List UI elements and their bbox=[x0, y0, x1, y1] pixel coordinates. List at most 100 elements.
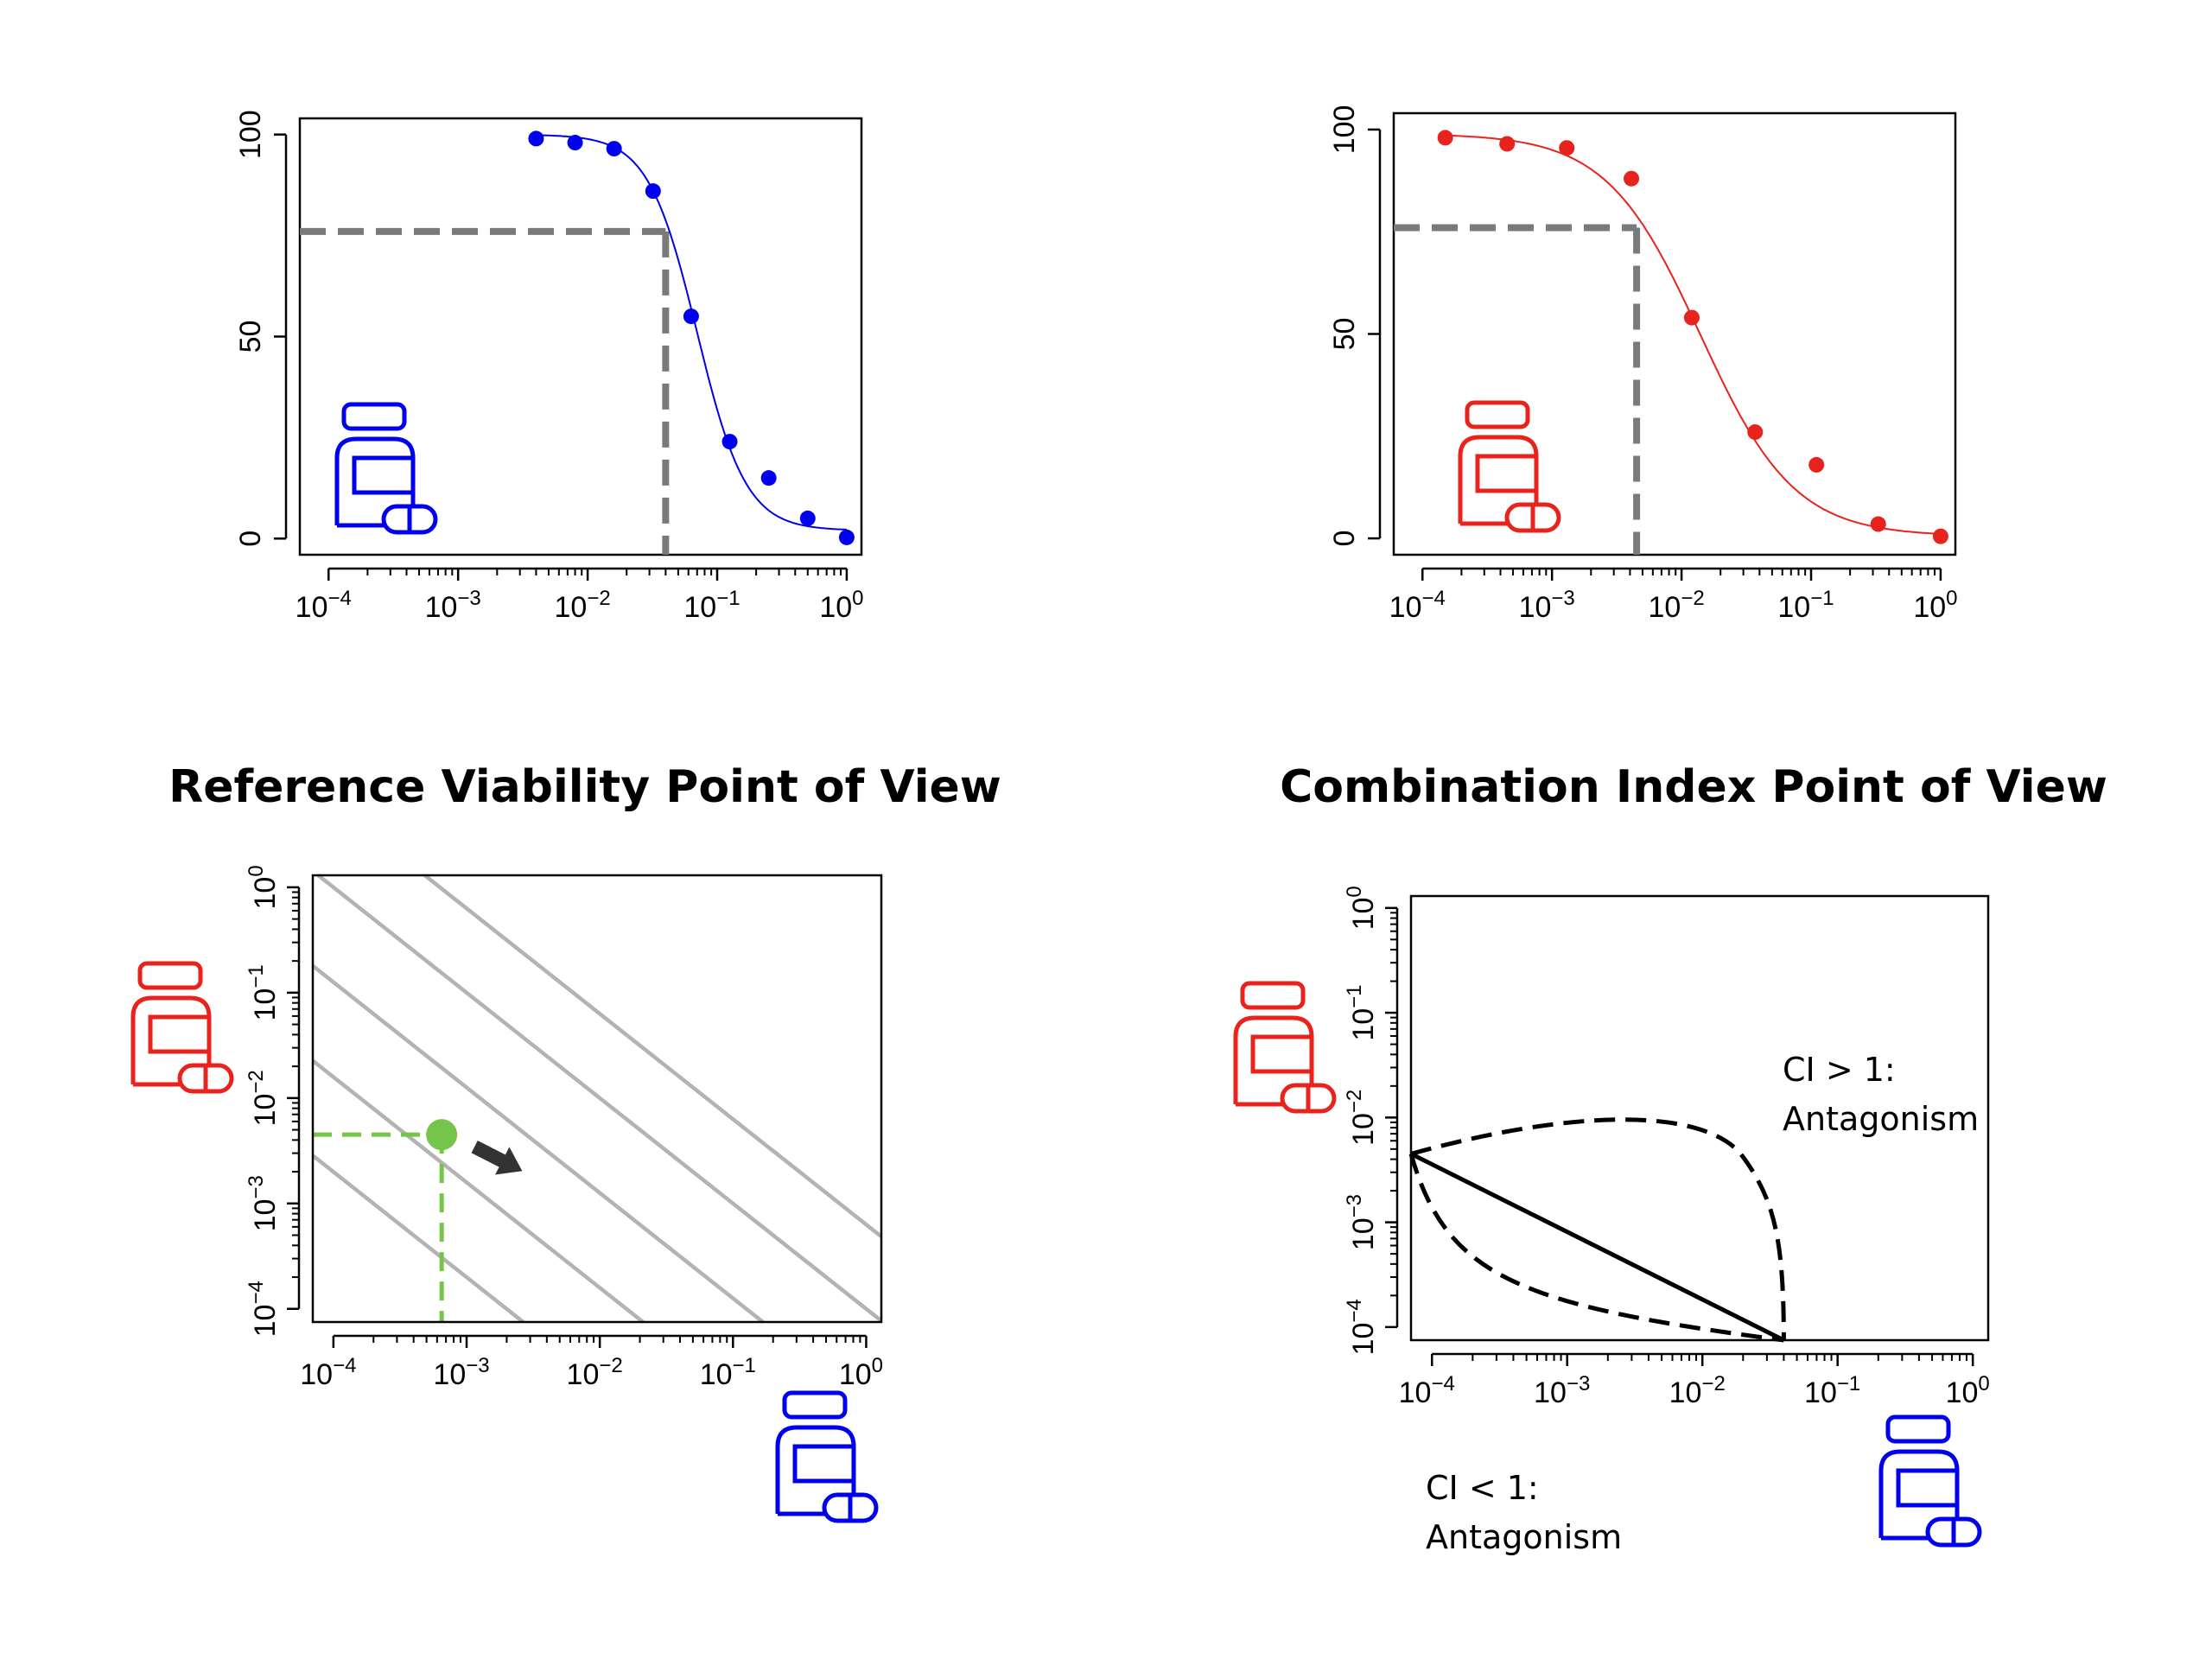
tick-label: 100 bbox=[1946, 1372, 1990, 1409]
tick-label: 10−2 bbox=[1648, 587, 1704, 624]
tick-label: 10−3 bbox=[425, 587, 481, 624]
data-point bbox=[683, 308, 699, 325]
data-points bbox=[528, 130, 855, 545]
data-point bbox=[1624, 170, 1640, 187]
tick-label: 10−4 bbox=[300, 1354, 356, 1391]
tick-label: 10−4 bbox=[1399, 1372, 1455, 1409]
tick-label: 10−2 bbox=[1669, 1372, 1726, 1409]
tick-label: 10−2 bbox=[1343, 1090, 1380, 1146]
y-axis: 10−4 10−3 10−2 10−1 100 bbox=[245, 865, 301, 1337]
tick-label: 10−3 bbox=[433, 1354, 489, 1391]
tick-label: 10−4 bbox=[1389, 587, 1446, 624]
data-point bbox=[1870, 516, 1886, 532]
pill-bottle-icon bbox=[778, 1393, 876, 1521]
tick-label: 10−3 bbox=[245, 1175, 282, 1231]
y-tick-label: 0 bbox=[234, 531, 267, 547]
tick-label: 100 bbox=[1913, 587, 1957, 624]
axes: 10−4 10−3 10−2 10−1 100 10−4 10−3 10−2 10−1 100 bbox=[245, 865, 883, 1391]
data-point bbox=[1683, 309, 1700, 326]
tick-label: 10−3 bbox=[1343, 1194, 1380, 1250]
tick-label: 10−1 bbox=[700, 1354, 756, 1391]
isobole-line bbox=[311, 1058, 645, 1324]
data-point bbox=[1747, 424, 1764, 441]
data-point bbox=[721, 434, 738, 450]
pill-bottle-icon bbox=[133, 963, 232, 1091]
tick-label: 100 bbox=[819, 587, 863, 624]
additivity-line bbox=[1409, 1152, 1785, 1343]
data-points bbox=[1437, 130, 1948, 544]
pill-bottle-icon bbox=[337, 404, 435, 532]
x-axis: 10−4 10−3 10−2 10−1 100 bbox=[296, 567, 864, 624]
direction-arrow bbox=[471, 1140, 523, 1175]
data-point bbox=[1808, 456, 1825, 473]
y-tick-label: 100 bbox=[234, 110, 267, 159]
y-axis: 0 50 100 bbox=[234, 110, 288, 547]
y-tick-label: 0 bbox=[1328, 531, 1361, 547]
tick-label: 10−2 bbox=[554, 587, 610, 624]
pill-bottle-icon bbox=[1236, 983, 1334, 1111]
tick-label: 10−4 bbox=[1343, 1299, 1380, 1355]
tick-label: 10−3 bbox=[1519, 587, 1575, 624]
dose-response-chart-drug-a: 10−4 10−3 10−2 10−1 100 0 50 100 bbox=[234, 110, 864, 624]
x-axis: 10−4 10−3 10−2 10−1 100 bbox=[1399, 1352, 1990, 1409]
data-point bbox=[567, 135, 583, 151]
tick-label: 10−1 bbox=[683, 587, 740, 624]
combination-index-chart: Combination Index Point of View 10−4 10−3… bbox=[1236, 761, 2107, 1556]
isobole-line bbox=[316, 874, 883, 1323]
data-point bbox=[606, 141, 622, 157]
tick-label: 10−1 bbox=[1343, 984, 1380, 1040]
annotation-lower-line1: CI < 1: bbox=[1426, 1469, 1539, 1507]
fitted-curve bbox=[1445, 134, 1941, 535]
data-point bbox=[760, 470, 777, 486]
y-tick-label: 50 bbox=[1328, 318, 1361, 351]
tick-label: 10−1 bbox=[245, 964, 282, 1020]
axes: 10−4 10−3 10−2 10−1 100 10−4 10−3 10−2 10−1 100 bbox=[1343, 886, 1990, 1409]
x-axis: 10−4 10−3 10−2 10−1 100 bbox=[300, 1334, 883, 1391]
chart-title: Reference Viability Point of View bbox=[168, 761, 1001, 813]
tick-label: 10−1 bbox=[1804, 1372, 1860, 1409]
isobole-line bbox=[311, 1154, 524, 1324]
y-axis: 10−4 10−3 10−2 10−1 100 bbox=[1343, 886, 1399, 1355]
axes: 10−4 10−3 10−2 10−1 100 0 50 100 bbox=[1328, 105, 1958, 624]
y-tick-label: 100 bbox=[1328, 105, 1361, 155]
dose-response-chart-drug-b: 10−4 10−3 10−2 10−1 100 0 50 100 bbox=[1328, 105, 1958, 624]
tick-label: 100 bbox=[245, 865, 282, 909]
tick-label: 10−2 bbox=[567, 1354, 623, 1391]
data-point bbox=[645, 183, 661, 200]
annotation-lower-line2: Antagonism bbox=[1426, 1518, 1622, 1556]
isobole-curves bbox=[1408, 1117, 1786, 1343]
plot-frame bbox=[1409, 894, 1990, 1342]
plot-frame bbox=[1392, 111, 1957, 556]
tick-label: 100 bbox=[1343, 886, 1380, 930]
data-point bbox=[1499, 136, 1516, 152]
y-axis: 0 50 100 bbox=[1328, 105, 1382, 547]
reference-guides bbox=[1394, 224, 1641, 555]
tick-label: 10−4 bbox=[245, 1281, 282, 1337]
isobole-lines bbox=[311, 874, 883, 1324]
axes: 10−4 10−3 10−2 10−1 100 0 50 100 bbox=[234, 110, 864, 624]
tick-label: 10−2 bbox=[245, 1070, 282, 1126]
y-tick-label: 50 bbox=[234, 321, 267, 353]
pill-bottle-icon bbox=[1460, 403, 1559, 531]
reference-viability-chart: Reference Viability Point of View 10−4 10… bbox=[133, 761, 1001, 1521]
chart-title: Combination Index Point of View bbox=[1280, 761, 2107, 813]
tick-label: 100 bbox=[839, 1354, 883, 1391]
isobole-line bbox=[423, 874, 883, 1238]
tick-label: 10−4 bbox=[296, 587, 352, 624]
data-point bbox=[528, 130, 544, 147]
data-point bbox=[838, 529, 855, 545]
plot-frame bbox=[298, 117, 863, 556]
x-axis: 10−4 10−3 10−2 10−1 100 bbox=[1389, 567, 1958, 624]
upper-dashed-curve bbox=[1410, 1117, 1786, 1341]
data-point bbox=[1437, 130, 1453, 146]
isobole-line bbox=[311, 964, 765, 1324]
lower-dashed-curve bbox=[1408, 1153, 1784, 1343]
reference-point bbox=[426, 1119, 458, 1151]
fitted-curve bbox=[536, 134, 847, 531]
data-point bbox=[799, 510, 816, 526]
reference-point-guides bbox=[313, 1119, 458, 1322]
tick-label: 10−1 bbox=[1777, 587, 1834, 624]
annotation-upper-line1: CI > 1: bbox=[1783, 1051, 1896, 1089]
arrow-shape bbox=[471, 1140, 523, 1175]
